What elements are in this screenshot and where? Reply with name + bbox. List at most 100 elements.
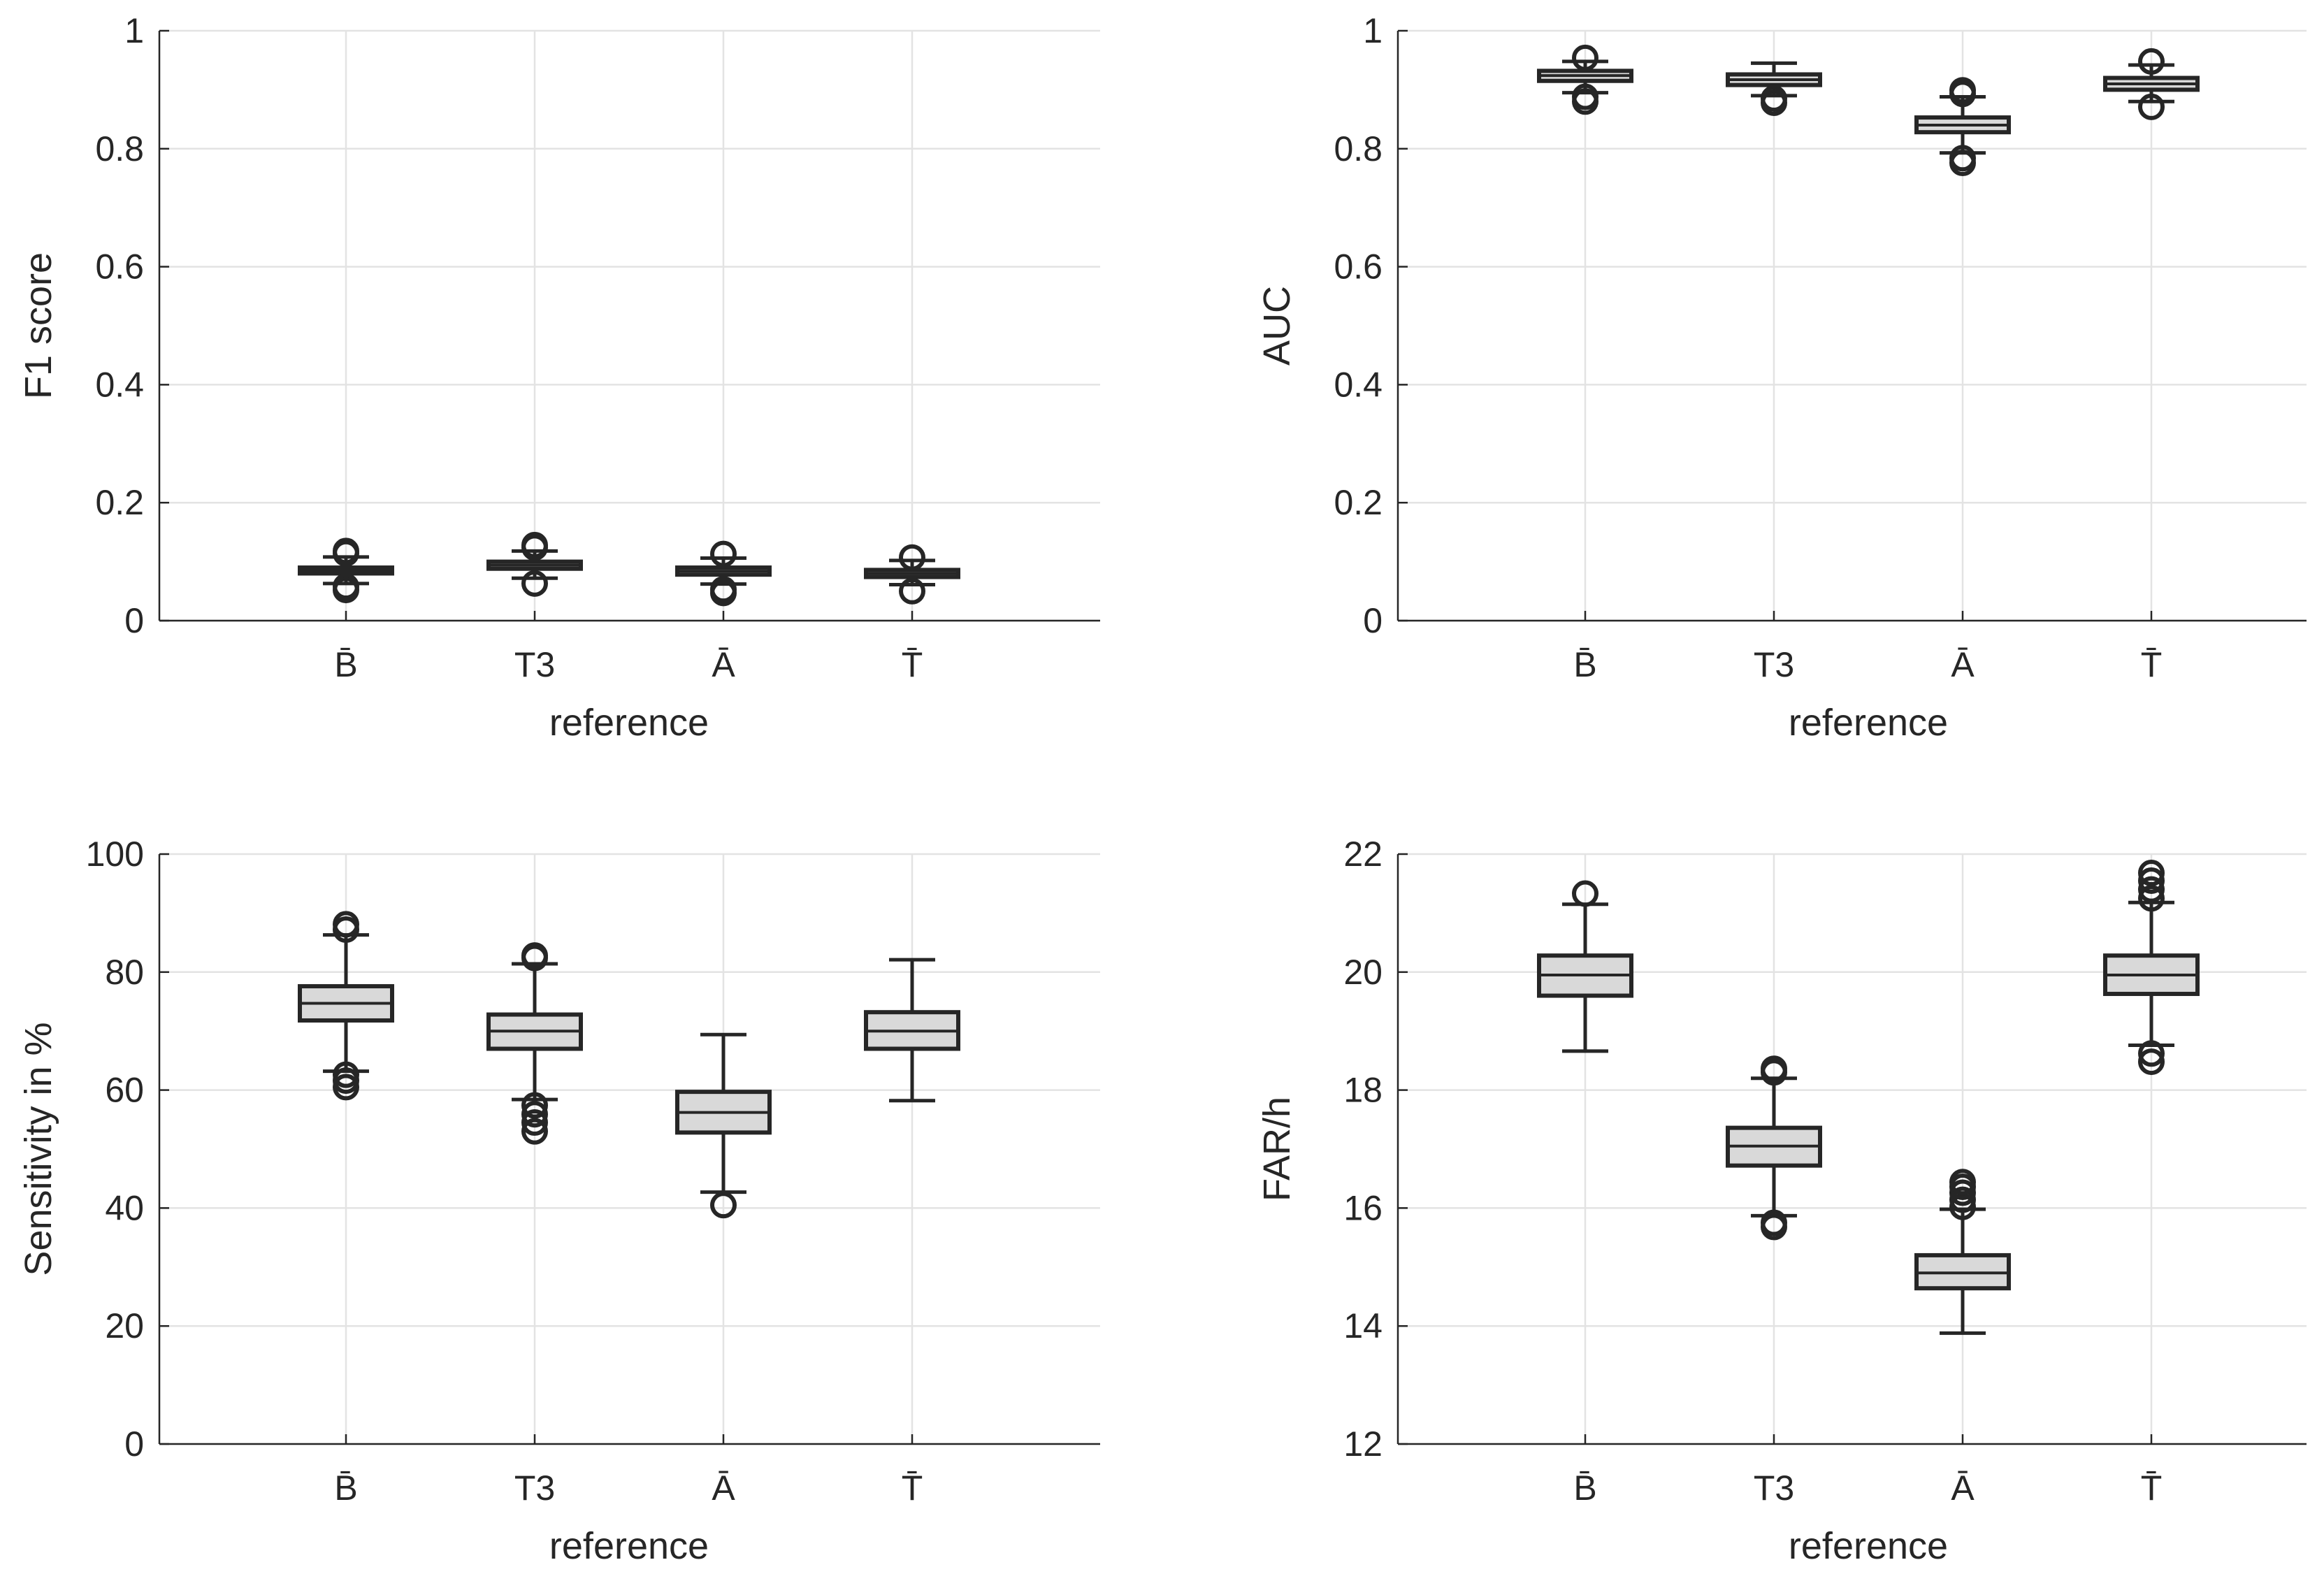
outlier-point xyxy=(333,911,359,938)
panel-f1-score: 0 0.2 0.4 0.6 0.8 1 B̄ T3 Ā T̄ F1 score reference xyxy=(17,11,1100,744)
outlier-point xyxy=(710,1192,737,1219)
y-tick-label: 0.8 xyxy=(95,129,144,168)
box-2 xyxy=(1914,1169,2011,1335)
y-tick-label: 20 xyxy=(105,1306,144,1345)
outlier-point xyxy=(2138,885,2165,912)
panel-auc: 0 0.2 0.4 0.6 0.8 1 B̄ T3 Ā T̄ AUC reference xyxy=(1256,11,2307,744)
y-tick-label: 100 xyxy=(86,835,144,874)
outlier-point xyxy=(710,576,737,603)
box-0 xyxy=(1537,880,1633,1053)
outlier-point xyxy=(1949,145,1976,172)
outlier-point xyxy=(521,570,548,597)
box-3 xyxy=(864,958,960,1103)
outlier-point xyxy=(333,573,359,600)
outlier-point xyxy=(2138,876,2165,903)
y-tick-label: 20 xyxy=(1343,953,1383,992)
outlier-point xyxy=(521,1092,548,1119)
y-tick-label: 0.6 xyxy=(1334,247,1383,287)
outlier-point xyxy=(521,1101,548,1128)
x-tick-label: B̄ xyxy=(1573,645,1596,684)
outlier-point xyxy=(710,540,737,568)
box-0 xyxy=(298,911,394,1101)
y-tick-label: 22 xyxy=(1343,835,1383,874)
x-axis-label: reference xyxy=(549,1525,709,1567)
y-tick-label: 0 xyxy=(1363,601,1383,640)
x-tick-label: Ā xyxy=(712,1468,735,1508)
y-tick-label: 1 xyxy=(124,11,144,50)
y-tick-label: 80 xyxy=(105,953,144,992)
outlier-point xyxy=(1761,85,1787,113)
x-tick-label: T3 xyxy=(514,645,555,684)
y-tick-label: 0.8 xyxy=(1334,129,1383,168)
box-0 xyxy=(1537,44,1633,115)
y-tick-label: 12 xyxy=(1343,1424,1383,1464)
x-tick-label: T̄ xyxy=(2141,645,2163,684)
outlier-point xyxy=(2138,1048,2165,1076)
x-tick-label: Ā xyxy=(1951,1468,1975,1508)
x-tick-label: T̄ xyxy=(902,1468,923,1508)
y-tick-label: 0.2 xyxy=(1334,483,1383,522)
outlier-point xyxy=(521,942,548,969)
y-axis-label: F1 score xyxy=(17,252,59,399)
y-axis-label: AUC xyxy=(1256,286,1298,366)
outlier-point xyxy=(521,1109,548,1136)
x-tick-label: T̄ xyxy=(2141,1468,2163,1508)
outlier-point xyxy=(1761,1055,1787,1083)
y-tick-label: 14 xyxy=(1343,1306,1383,1345)
outlier-point xyxy=(333,537,359,565)
x-tick-label: T3 xyxy=(1754,645,1794,684)
x-tick-label: T̄ xyxy=(902,645,923,684)
outlier-point xyxy=(2138,93,2165,120)
x-tick-label: T3 xyxy=(514,1468,555,1508)
x-axis-label: reference xyxy=(1789,702,1948,744)
panel-sensitivity: 0 20 40 60 80 100 B̄ T3 Ā T̄ Sensitivity in % ref… xyxy=(17,835,1100,1567)
y-tick-label: 1 xyxy=(1363,11,1383,50)
x-axis-label: reference xyxy=(1789,1525,1948,1567)
box-1 xyxy=(486,942,583,1145)
outlier-point xyxy=(2138,1040,2165,1067)
panel-far-per-hour: 12 14 16 18 20 22 B̄ T3 Ā T̄ FAR/h reference xyxy=(1256,835,2307,1567)
box-3 xyxy=(2103,860,2200,1076)
outlier-point xyxy=(1572,44,1598,71)
outlier-point xyxy=(2138,867,2165,894)
box-3 xyxy=(864,544,960,605)
y-tick-label: 0 xyxy=(124,601,144,640)
y-tick-label: 18 xyxy=(1343,1071,1383,1110)
y-axis-label: FAR/h xyxy=(1256,1097,1298,1201)
box-1 xyxy=(1726,61,1822,116)
x-tick-label: Ā xyxy=(1951,645,1975,684)
y-tick-label: 60 xyxy=(105,1071,144,1110)
outlier-point xyxy=(899,544,925,571)
y-tick-label: 0.4 xyxy=(1334,365,1383,404)
y-axis-label: Sensitivity in % xyxy=(17,1022,59,1276)
x-tick-label: Ā xyxy=(712,645,735,684)
outlier-point xyxy=(521,531,548,558)
y-tick-label: 0.2 xyxy=(95,483,144,522)
y-tick-label: 16 xyxy=(1343,1188,1383,1227)
outlier-point xyxy=(1572,83,1598,110)
box-1 xyxy=(1726,1055,1822,1241)
box-2 xyxy=(675,1032,772,1219)
outlier-point xyxy=(1949,77,1976,104)
outlier-point xyxy=(333,1061,359,1088)
y-tick-label: 0.6 xyxy=(95,247,144,287)
outlier-point xyxy=(521,1118,548,1145)
y-tick-label: 0.4 xyxy=(95,365,144,404)
outlier-point xyxy=(899,577,925,605)
x-tick-label: B̄ xyxy=(334,1468,357,1508)
x-tick-label: B̄ xyxy=(334,645,357,684)
y-tick-label: 40 xyxy=(105,1188,144,1227)
box-1 xyxy=(486,531,583,597)
x-tick-label: T3 xyxy=(1754,1468,1794,1508)
outlier-point xyxy=(1572,880,1598,907)
y-tick-label: 0 xyxy=(124,1424,144,1464)
box-2 xyxy=(1914,77,2011,177)
box-2 xyxy=(675,540,772,607)
x-axis-label: reference xyxy=(549,702,709,744)
outlier-point xyxy=(1761,1209,1787,1236)
outlier-point xyxy=(1949,1169,1976,1196)
box-3 xyxy=(2103,48,2200,120)
x-tick-label: B̄ xyxy=(1573,1468,1596,1508)
box-0 xyxy=(298,537,394,604)
